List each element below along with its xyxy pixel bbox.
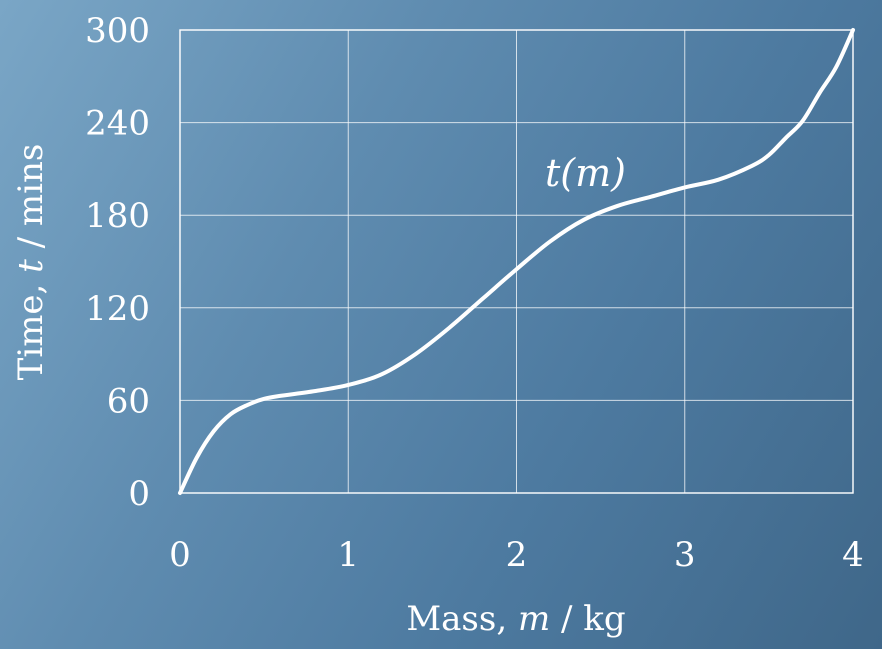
series-line-t-of-m — [178, 28, 855, 495]
y-tick-label-0: 0 — [128, 474, 150, 514]
x-tick-label-3: 3 — [674, 535, 696, 575]
x-tick-label-1: 1 — [337, 535, 359, 575]
grid — [179, 29, 854, 494]
y-tick-label-60: 60 — [107, 381, 150, 421]
plot-frame — [179, 29, 854, 494]
y-tick-label-120: 120 — [85, 289, 150, 329]
x-tick-label-2: 2 — [506, 535, 528, 575]
y-tick-label-300: 300 — [85, 11, 150, 51]
y-axis-title: Time, t / mins — [11, 144, 51, 381]
x-tick-label-0: 0 — [169, 535, 191, 575]
x-tick-labels: 0 1 2 3 4 — [169, 535, 864, 575]
series-label: t(m) — [545, 151, 626, 195]
y-tick-label-240: 240 — [85, 104, 150, 144]
x-tick-label-4: 4 — [842, 535, 864, 575]
y-tick-label-180: 180 — [85, 196, 150, 236]
y-tick-labels: 0 60 120 180 240 300 — [85, 11, 150, 514]
x-axis-title: Mass, m / kg — [406, 599, 625, 639]
